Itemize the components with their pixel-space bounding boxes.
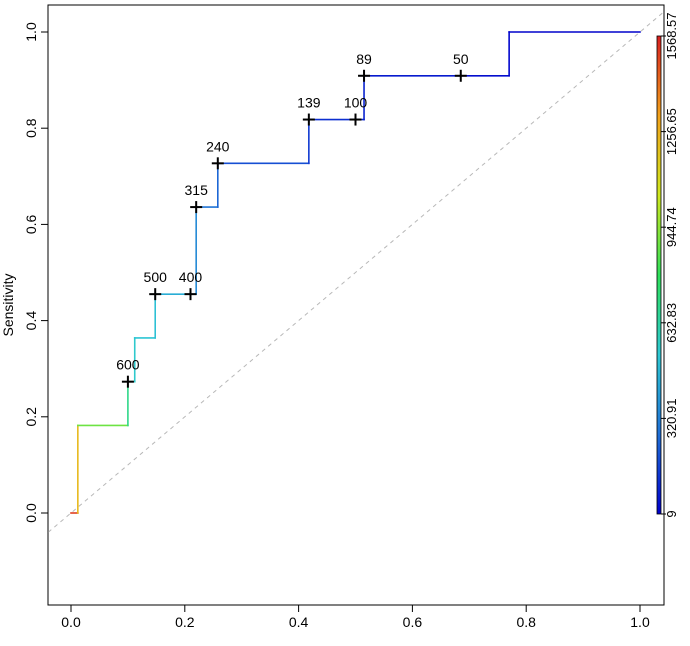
cutoff-marker: 50 <box>453 51 469 82</box>
x-tick-label: 0.4 <box>289 614 309 630</box>
cutoff-marker: 500 <box>144 269 168 301</box>
colorbar-tick-label: 632.83 <box>664 303 679 343</box>
cutoff-marker: 139 <box>297 95 321 126</box>
cutoff-label: 400 <box>179 269 203 285</box>
colorbar-tick-label: 320.91 <box>664 399 679 439</box>
colorbar-tick-label: 1256.65 <box>664 108 679 155</box>
colorbar-tick-label: 9 <box>664 510 679 517</box>
cutoff-label: 100 <box>344 95 368 111</box>
colorbar: 9 320.91 632.83 944.74 1256.65 1568.57 <box>656 13 679 518</box>
cutoff-label: 240 <box>206 138 230 154</box>
x-tick-label: 0.8 <box>516 614 536 630</box>
cutoff-marker: 100 <box>344 95 368 126</box>
y-axis-label: Sensitivity <box>0 273 16 336</box>
y-tick-label: 0.8 <box>23 118 39 138</box>
cutoff-marker: 240 <box>206 138 230 170</box>
x-tick-label: 1.0 <box>630 614 650 630</box>
y-tick-label: 0.4 <box>23 311 39 331</box>
axes: 0.0 0.2 0.4 0.6 0.8 1.0 0.0 0.2 0.4 0.6 0.8 1.0 <box>23 22 650 630</box>
y-tick-label: 0.0 <box>23 503 39 523</box>
y-tick-label: 0.2 <box>23 407 39 427</box>
diagonal-reference-line <box>47 12 664 533</box>
cutoff-marker: 400 <box>179 269 203 301</box>
cutoff-markers: 600 500 400 315 240 139 100 89 50 <box>116 51 469 388</box>
colorbar-gradient <box>656 35 662 515</box>
y-tick-label: 1.0 <box>23 22 39 42</box>
cutoff-label: 315 <box>185 182 209 198</box>
colorbar-tick-label: 944.74 <box>664 207 679 247</box>
y-tick-label: 0.6 <box>23 214 39 234</box>
x-tick-label: 0.2 <box>175 614 195 630</box>
x-tick-label: 0.0 <box>61 614 81 630</box>
cutoff-marker: 600 <box>116 357 140 388</box>
x-tick-label: 0.6 <box>403 614 423 630</box>
cutoff-marker: 89 <box>356 51 372 82</box>
cutoff-label: 500 <box>144 269 168 285</box>
plot-frame <box>47 4 665 606</box>
colorbar-tick-label: 1568.57 <box>664 13 679 60</box>
cutoff-label: 600 <box>116 357 140 373</box>
colorbar-ticks: 9 320.91 632.83 944.74 1256.65 1568.57 <box>661 13 679 518</box>
cutoff-marker: 315 <box>185 182 209 214</box>
cutoff-label: 50 <box>453 51 469 67</box>
cutoff-label: 139 <box>297 95 321 111</box>
cutoff-label: 89 <box>356 51 372 67</box>
